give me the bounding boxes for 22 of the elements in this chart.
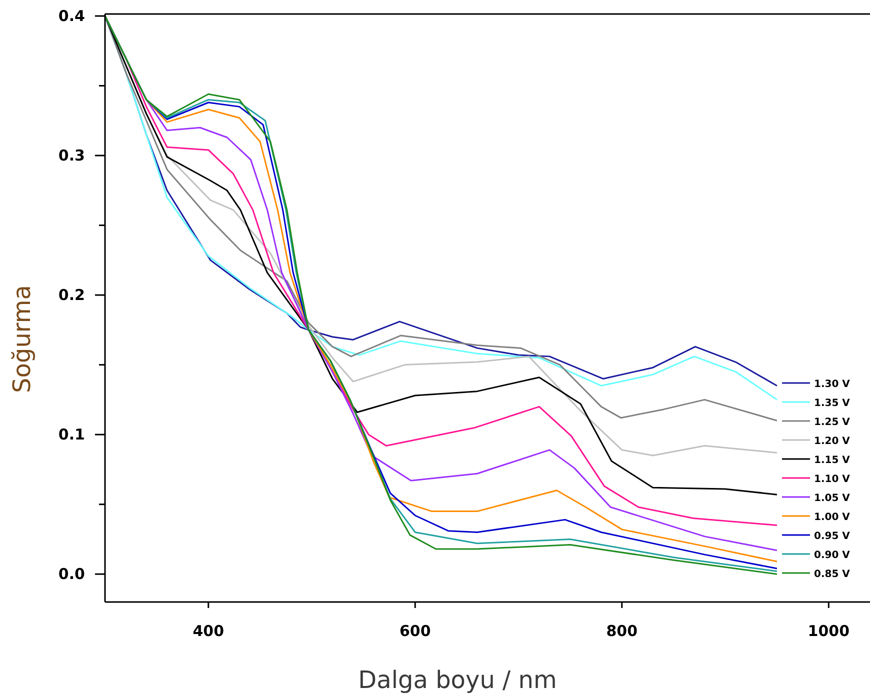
legend-label: 1.05 V — [814, 493, 850, 504]
x-tick-label: 400 — [192, 622, 224, 640]
legend-label: 1.10 V — [814, 474, 850, 485]
x-tick-label: 1000 — [808, 622, 850, 640]
legend-label: 1.30 V — [814, 379, 850, 390]
y-tick-label: 0.3 — [58, 146, 85, 165]
x-tick-label: 600 — [399, 622, 431, 640]
legend-label: 1.20 V — [814, 436, 850, 447]
y-axis-title: Soğurma — [8, 285, 36, 393]
legend-label: 0.90 V — [814, 550, 850, 561]
legend-label: 1.00 V — [814, 512, 850, 523]
y-tick-label: 0.0 — [58, 565, 85, 584]
x-tick-label: 800 — [606, 622, 638, 640]
legend-label: 1.15 V — [814, 455, 850, 466]
legend-label: 0.95 V — [814, 531, 850, 542]
y-tick-label: 0.2 — [58, 286, 85, 304]
x-axis-title: Dalga boyu / nm — [358, 666, 557, 694]
legend-label: 0.85 V — [814, 569, 850, 580]
legend-label: 1.35 V — [814, 398, 850, 409]
y-tick-label: 0.4 — [58, 7, 85, 25]
y-tick-label: 0.1 — [58, 426, 85, 444]
legend-label: 1.25 V — [814, 417, 850, 428]
